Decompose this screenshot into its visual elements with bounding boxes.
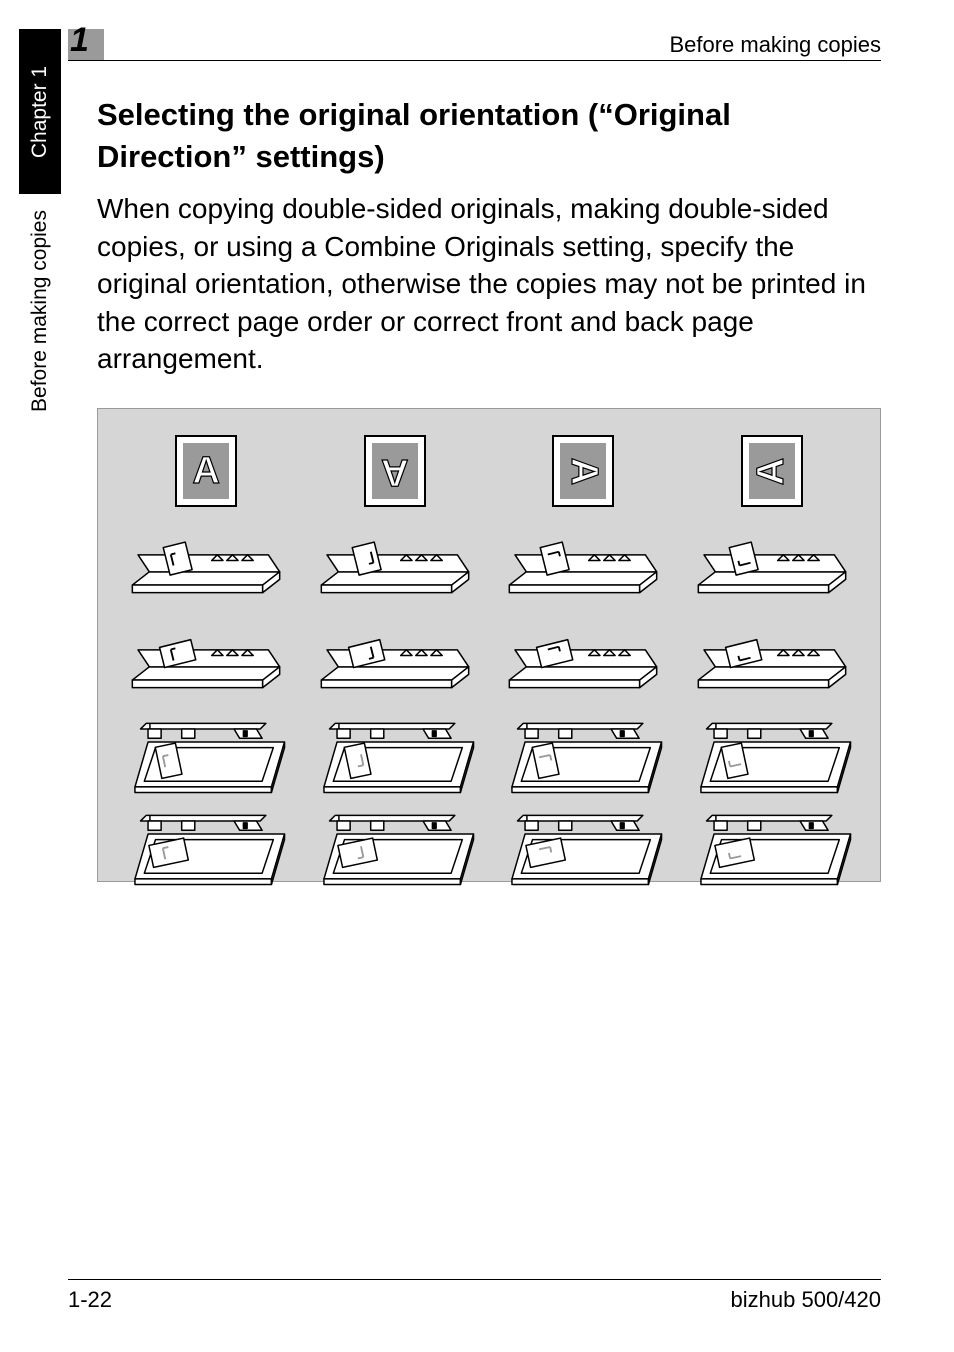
sidebar-section-label: Before making copies: [28, 210, 52, 412]
footer-divider: [68, 1279, 881, 1280]
sidebar-section-tab: Before making copies: [19, 206, 61, 416]
scanner-cell: [489, 803, 678, 895]
footer-model: bizhub 500/420: [731, 1287, 881, 1313]
scanner-cell: [678, 616, 867, 711]
scanner-adf-icon: [310, 526, 480, 612]
scanner-cell: [678, 521, 867, 616]
scanner-glass-icon: [121, 714, 291, 800]
scanner-adf-icon: [498, 621, 668, 707]
sidebar-chapter-label: Chapter 1: [28, 65, 52, 157]
scanner-glass-icon: [310, 714, 480, 800]
orientation-icon: A: [364, 435, 426, 507]
scanner-glass-icon: [498, 714, 668, 800]
scanner-cell: [112, 616, 301, 711]
scanner-glass-icon: [498, 806, 668, 892]
scanner-cell: [112, 711, 301, 803]
scanner-cell: [301, 803, 490, 895]
scanner-cell: [112, 803, 301, 895]
scanner-cell: [489, 711, 678, 803]
scanner-cell: [678, 803, 867, 895]
orientation-letter: A: [193, 450, 220, 493]
scanner-adf-icon: [687, 526, 857, 612]
orientation-icon-cell: A: [489, 421, 678, 521]
scanner-adf-icon: [498, 526, 668, 612]
scanner-cell: [489, 616, 678, 711]
orientation-icon-cell: A: [301, 421, 490, 521]
header-divider: [68, 60, 881, 61]
footer-page-number: 1-22: [68, 1287, 112, 1313]
scanner-cell: [301, 711, 490, 803]
scanner-cell: [489, 521, 678, 616]
scanner-cell: [112, 521, 301, 616]
scanner-adf-icon: [121, 526, 291, 612]
scanner-adf-icon: [121, 621, 291, 707]
chapter-number: 1: [70, 21, 89, 60]
scanner-glass-icon: [687, 806, 857, 892]
scanner-cell: [301, 616, 490, 711]
scanner-cell: [678, 711, 867, 803]
scanner-adf-icon: [687, 621, 857, 707]
scanner-glass-icon: [687, 714, 857, 800]
body-paragraph: When copying double-sided originals, mak…: [97, 190, 881, 378]
scanner-adf-icon: [310, 621, 480, 707]
orientation-icon: A: [552, 435, 614, 507]
scanner-glass-icon: [121, 806, 291, 892]
orientation-icon-cell: A: [112, 421, 301, 521]
orientation-diagram: AAAA: [97, 408, 881, 882]
orientation-letter: A: [381, 450, 408, 493]
orientation-icon: A: [175, 435, 237, 507]
scanner-cell: [301, 521, 490, 616]
orientation-icon: A: [741, 435, 803, 507]
header-title: Before making copies: [669, 32, 881, 58]
orientation-letter: A: [750, 457, 793, 484]
orientation-icon-cell: A: [678, 421, 867, 521]
orientation-letter: A: [562, 457, 605, 484]
scanner-glass-icon: [310, 806, 480, 892]
sidebar-chapter-tab: Chapter 1: [19, 29, 61, 194]
section-heading: Selecting the original orientation (“Ori…: [97, 94, 881, 178]
